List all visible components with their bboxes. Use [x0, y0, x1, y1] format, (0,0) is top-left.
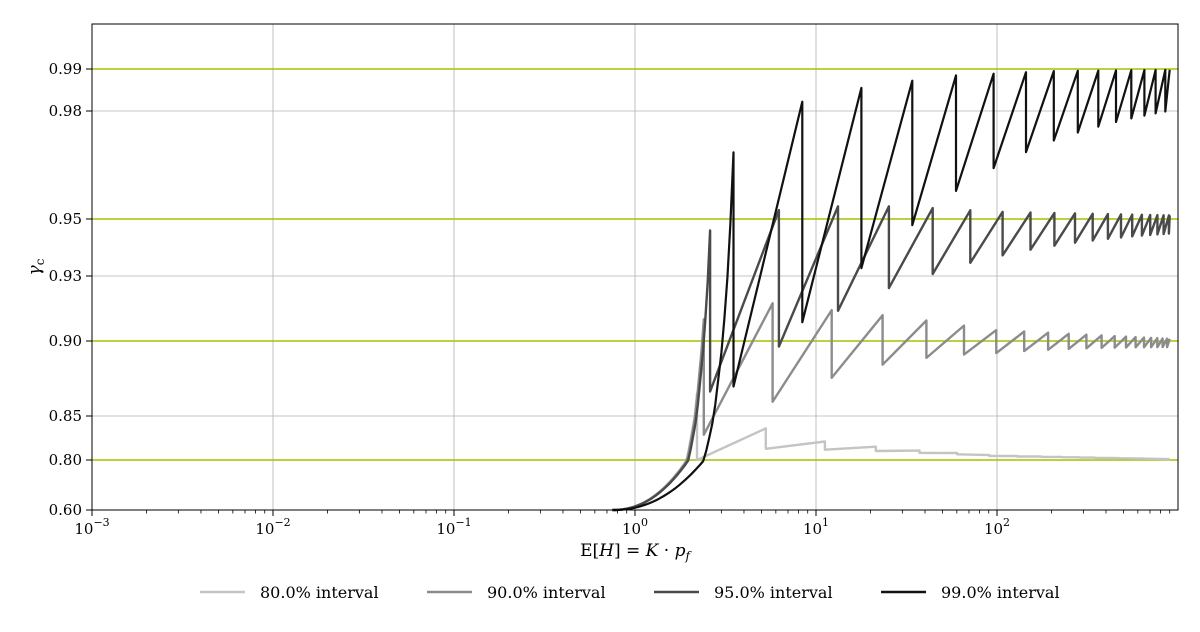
y-tick-label: 0.95 [49, 210, 82, 228]
y-tick-label: 0.80 [49, 451, 82, 469]
series-group [612, 68, 1171, 512]
grid [92, 24, 1178, 510]
legend-label: 90.0% interval [487, 583, 606, 602]
y-tick-label: 0.85 [49, 407, 82, 425]
y-axis-label: γc [25, 258, 47, 275]
y-tick-label: 0.98 [49, 102, 82, 120]
x-tick-label: 101 [803, 516, 829, 538]
x-tick-label: 10−3 [74, 516, 109, 538]
series-line [612, 302, 1171, 512]
legend-label: 99.0% interval [941, 583, 1060, 602]
x-tick-labels: 10−3 10−2 10−1 100 101 102 [74, 516, 1010, 538]
y-tick-label: 0.90 [49, 332, 82, 350]
series-line [612, 68, 1171, 512]
legend: 80.0% interval 90.0% interval 95.0% interv… [200, 583, 1060, 602]
y-tick-label: 0.99 [49, 60, 82, 78]
x-tick-label: 100 [622, 516, 648, 538]
x-tick-label: 10−2 [255, 516, 290, 538]
x-tick-label: 10−1 [436, 516, 471, 538]
y-tick-labels: 0.60 0.80 0.85 0.90 0.93 0.95 0.98 0.99 [49, 60, 82, 519]
legend-label: 80.0% interval [260, 583, 379, 602]
x-tick-label: 102 [984, 516, 1010, 538]
series-line [612, 205, 1171, 512]
legend-label: 95.0% interval [714, 583, 833, 602]
y-tick-label: 0.93 [49, 267, 82, 285]
x-axis-label: E[H] = K · pf [580, 541, 692, 563]
y-tick-label: 0.60 [49, 501, 82, 519]
ticks [86, 68, 1171, 516]
